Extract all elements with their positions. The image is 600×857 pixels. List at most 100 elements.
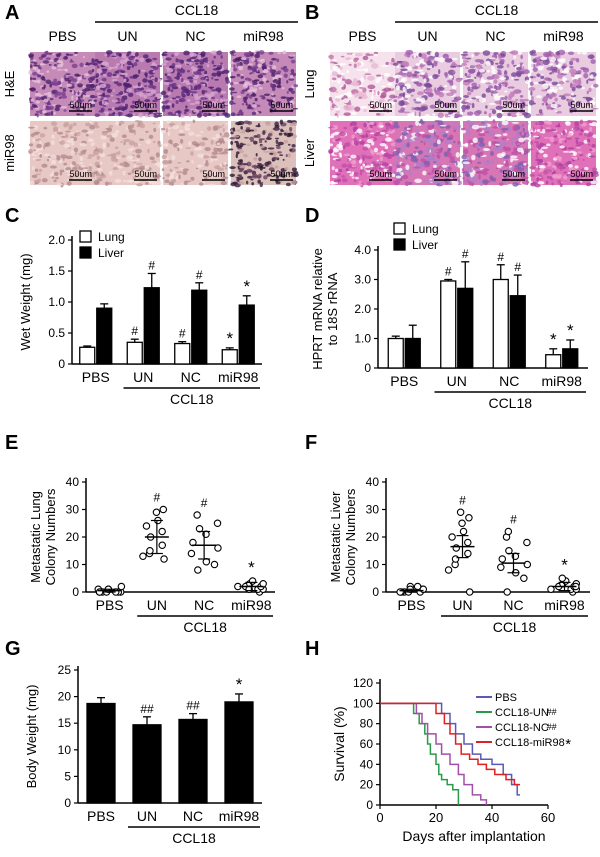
legend-label-ccl18-un: CCL18-UN <box>495 707 549 719</box>
micrograph-liver-un: 50um <box>392 118 462 187</box>
group-label-ccl18: CCL18 <box>170 391 214 407</box>
significance-mark-liver-un: # <box>148 258 155 272</box>
data-point-un <box>458 519 466 528</box>
row-label-he: H&E <box>2 70 17 97</box>
data-point-nc <box>194 566 202 574</box>
category-label-nc: NC <box>503 597 523 613</box>
data-point-un <box>160 555 168 563</box>
scale-label: 50um <box>502 100 525 110</box>
micrograph-he-un: 50um <box>93 50 163 118</box>
panel-letter-g: G <box>5 638 21 660</box>
bar-lung-nc <box>492 278 509 369</box>
bar-liver-nc <box>191 289 208 365</box>
bar-un <box>132 724 162 804</box>
y-tick-label: 5 <box>64 769 71 783</box>
micrograph-mir98-un: 50um <box>92 120 162 187</box>
y-tick-label: 40 <box>66 475 80 489</box>
category-label-un: UN <box>133 369 153 385</box>
micrograph-mir98-pbs: 50um <box>28 119 97 188</box>
micrograph-he-nc: 50um <box>161 50 231 118</box>
micrograph-lung-mir98: 50um <box>528 49 599 116</box>
bar-lung-mir98 <box>221 349 238 365</box>
y-tick-label: 3.0 <box>354 273 371 287</box>
y-axis-label: Colony Numbers <box>43 488 58 585</box>
significance-mark-mir98: * <box>236 675 243 694</box>
bar-lung-un <box>126 341 143 365</box>
significance-mark-mir98: * <box>248 558 255 577</box>
significance-mark-ccl18-mir98: * <box>565 736 571 753</box>
x-tick-label: 60 <box>541 810 555 825</box>
bar-liver-un <box>457 287 474 369</box>
category-label-mir98: miR98 <box>544 597 585 613</box>
legend-swatch-liver <box>393 238 406 251</box>
histology-grid: CCL18 PBS UN NC miR98 Lung 50um 50um 50um 50um Liv… <box>302 2 599 188</box>
data-point-nc <box>210 560 219 569</box>
category-label-un: UN <box>447 373 467 389</box>
micrograph-lung-pbs: 50um <box>327 51 397 119</box>
significance-mark-ccl18-nc: ## <box>547 722 557 732</box>
category-label-mir98: miR98 <box>231 597 272 613</box>
legend-swatch-lung <box>79 230 92 243</box>
bar-liver-pbs <box>96 307 113 365</box>
significance-mark-nc: # <box>201 496 208 510</box>
category-label-pbs: PBS <box>82 369 110 385</box>
y-tick-label: 0 <box>366 798 373 812</box>
significance-mark-un: # <box>459 493 466 507</box>
data-point-nc <box>520 574 528 583</box>
category-label-un: UN <box>452 597 472 613</box>
scale-label: 50um <box>69 100 92 110</box>
group-label-ccl18: CCL18 <box>493 619 537 635</box>
y-tick-label: 4.0 <box>354 243 371 257</box>
data-point-nc <box>523 538 531 547</box>
bar-lung-pbs <box>79 346 96 365</box>
group-label-ccl18: CCL18 <box>488 395 532 411</box>
legend-label-lung: Lung <box>98 230 125 244</box>
scale-label: 50um <box>570 169 593 179</box>
category-label-pbs: PBS <box>390 373 418 389</box>
x-tick-label: 0 <box>376 810 383 825</box>
panel-letter-b: B <box>305 2 320 24</box>
significance-mark-liver-nc: # <box>196 268 203 282</box>
significance-mark-lung-nc: # <box>497 250 504 264</box>
bar-mir98 <box>224 701 254 804</box>
bar-lung-un <box>440 280 457 369</box>
data-point-nc <box>523 560 532 569</box>
scale-label: 50um <box>69 169 92 179</box>
y-tick-label: 20 <box>366 530 380 544</box>
category-label-mir98: miR98 <box>542 373 583 389</box>
y-tick-label: 120 <box>353 676 373 690</box>
bar-liver-pbs <box>404 337 421 369</box>
data-point-un <box>448 533 456 541</box>
y-tick-label: 25 <box>58 663 72 677</box>
scale-label: 50um <box>134 100 157 110</box>
micrograph-he-pbs: 50um <box>28 50 97 118</box>
y-tick-label: 40 <box>366 475 380 489</box>
significance-mark-nc: ## <box>186 699 200 713</box>
category-label-nc: NC <box>181 369 201 385</box>
data-point-nc <box>193 511 201 519</box>
y-tick-label: 10 <box>58 743 72 757</box>
significance-mark-lung-un: # <box>131 324 138 338</box>
group-label-ccl18: CCL18 <box>172 830 216 846</box>
data-point-pbs <box>95 588 104 596</box>
bar-lung-nc <box>174 342 191 365</box>
data-point-mir98 <box>547 585 555 594</box>
row-label-lung: Lung <box>302 70 317 99</box>
significance-mark-lung-mir98: * <box>550 330 557 349</box>
data-point-un <box>142 522 151 530</box>
y-tick-label: 0 <box>72 585 79 599</box>
column-label-mir98: miR98 <box>243 28 284 44</box>
legend-label-ccl18-nc: CCL18-NC <box>495 722 549 734</box>
category-label-pbs: PBS <box>397 597 425 613</box>
y-axis-label: Wet Weight (mg) <box>18 253 33 350</box>
group-label-ccl18: CCL18 <box>183 619 227 635</box>
y-tick-label: 30 <box>366 503 380 517</box>
y-tick-label: 0.5 <box>48 326 65 340</box>
chart-d-hprt-mrna: 0 1.0 2.0 3.0 4.0 HPRT mRNA relative to 18S rR… <box>310 222 588 411</box>
micrograph-liver-mir98: 50um <box>528 119 599 188</box>
category-label-pbs: PBS <box>87 808 115 824</box>
y-tick-label: 10 <box>66 558 80 572</box>
data-point-nc <box>187 549 196 558</box>
y-tick-label: 2.0 <box>48 233 65 247</box>
data-point-un <box>139 552 147 561</box>
